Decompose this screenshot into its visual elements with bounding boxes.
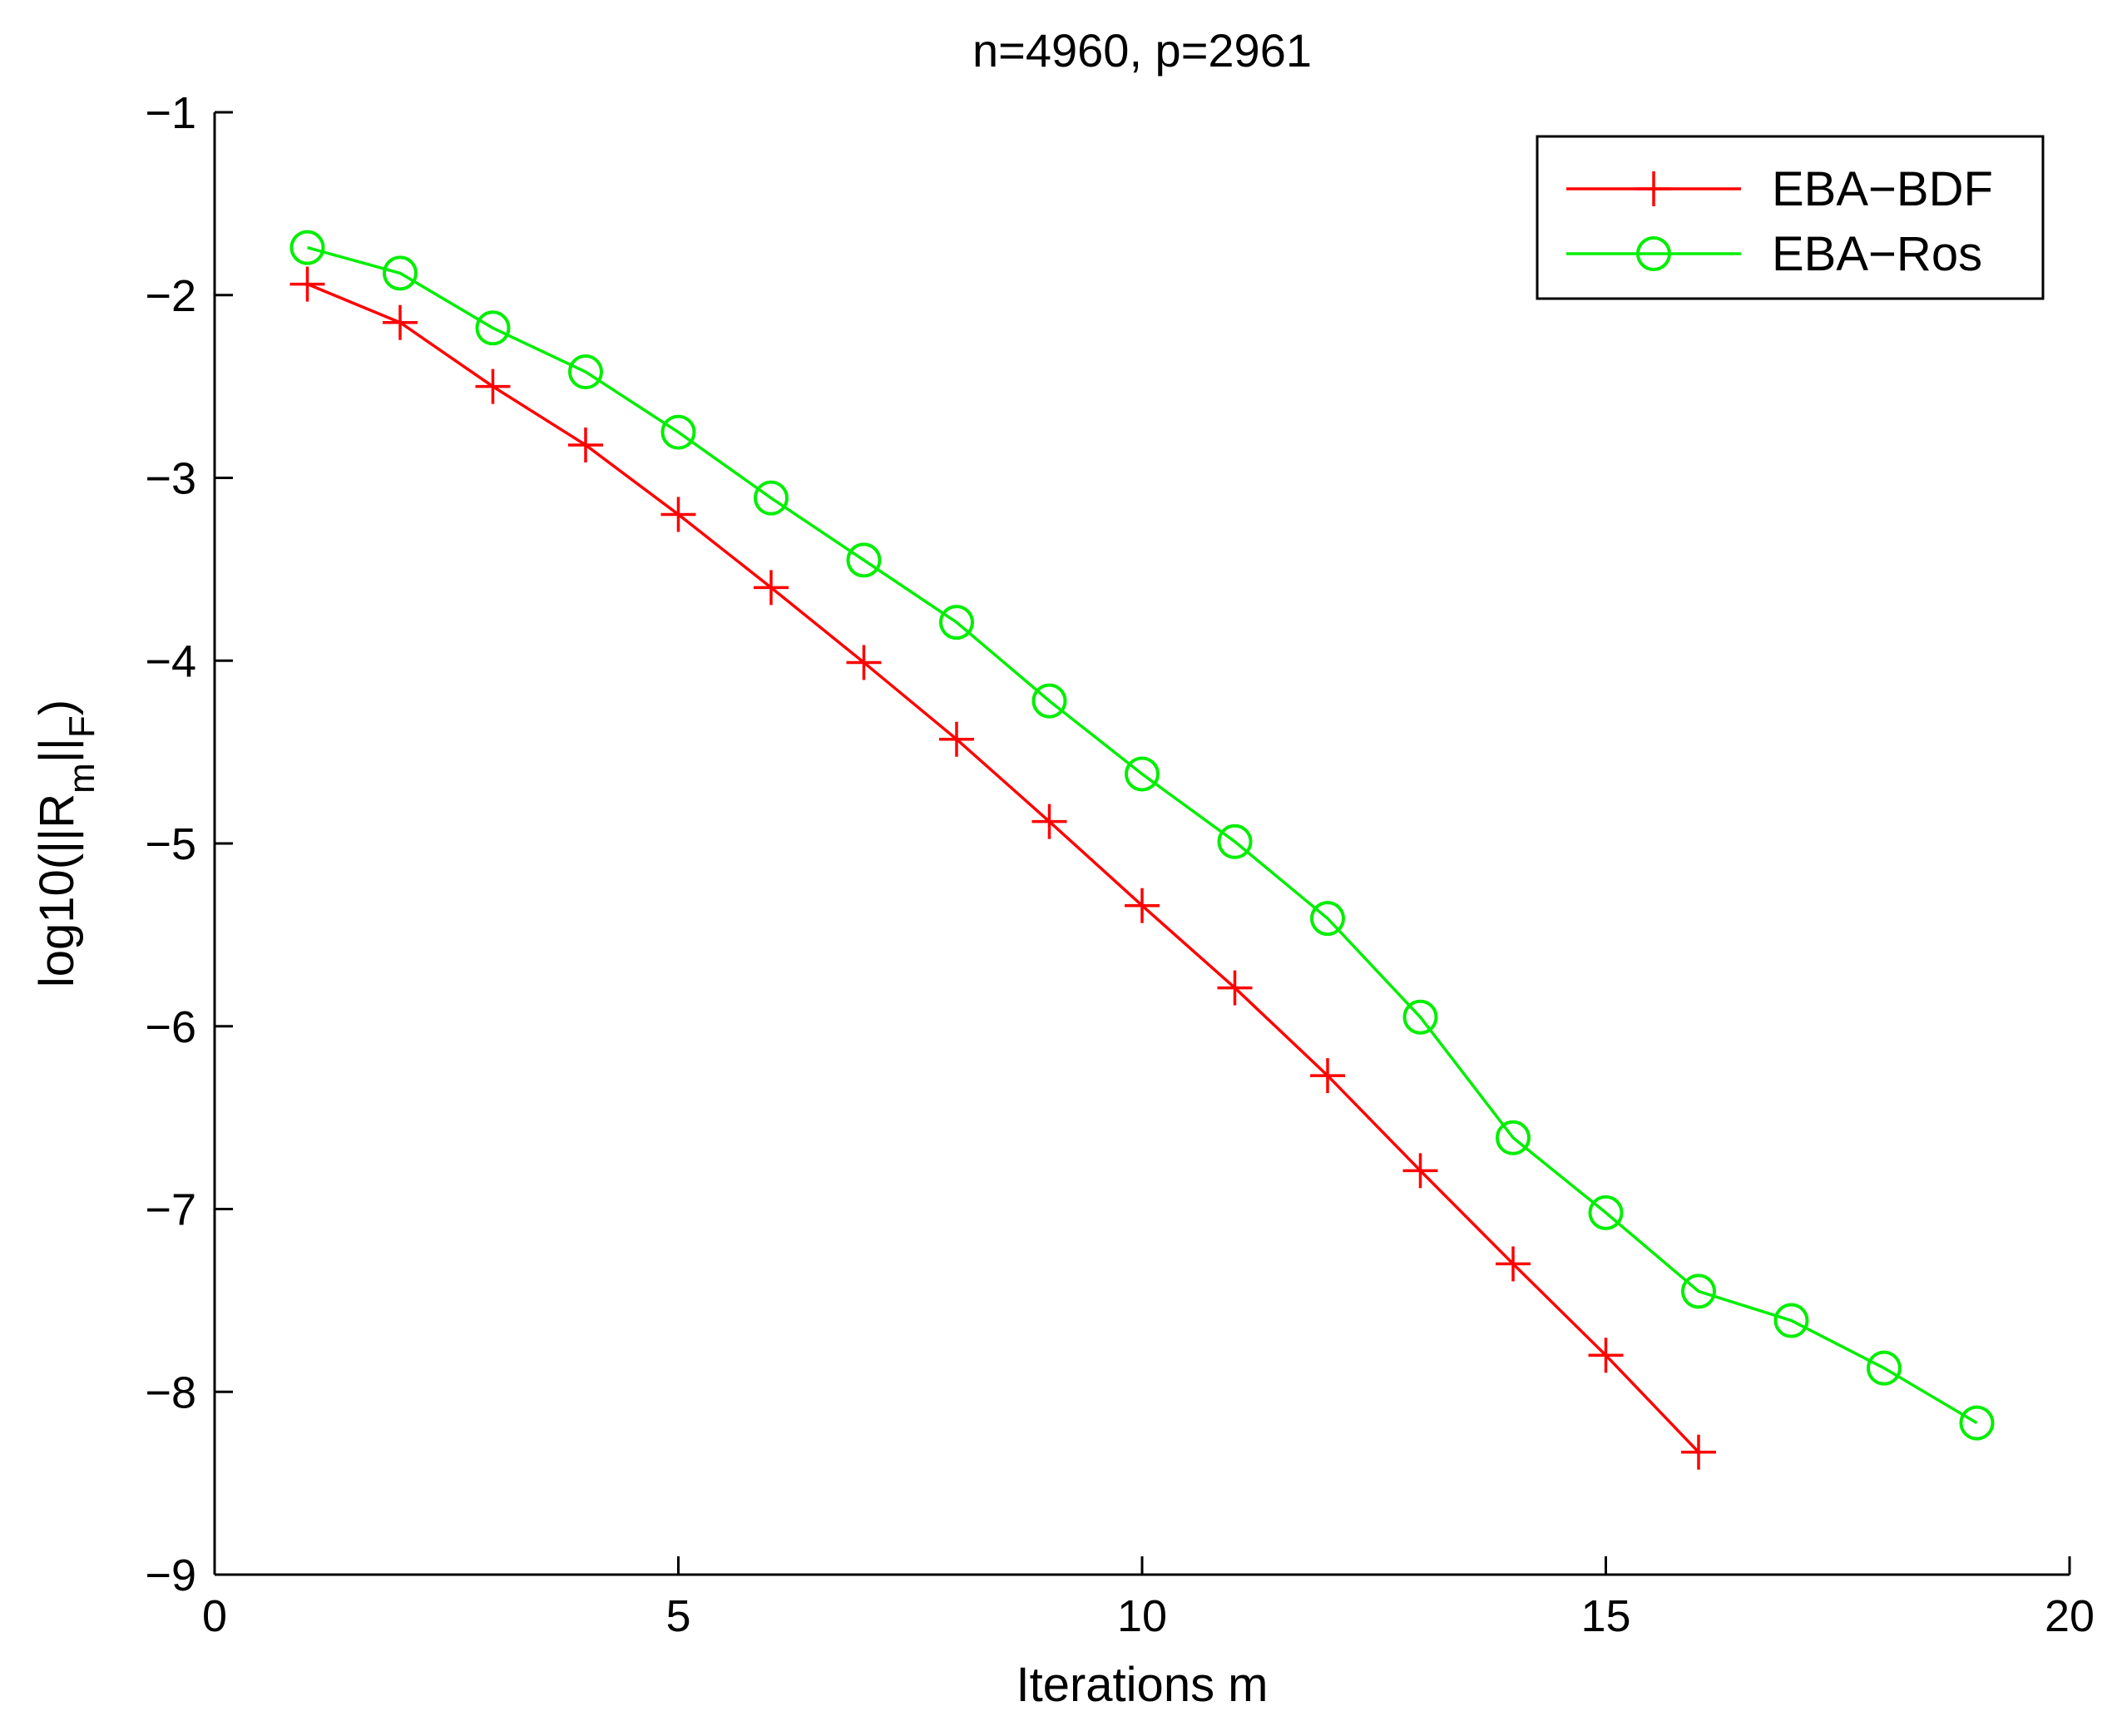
data-point (1496, 1120, 1531, 1155)
data-point (846, 645, 882, 680)
y-axis-label-suffix: ) (30, 700, 84, 715)
data-point (475, 310, 511, 346)
x-tick-label: 15 (1580, 1591, 1630, 1641)
data-point (1588, 1338, 1624, 1373)
y-axis-ticks: −1 −2 −3 −4 −5 −6 −7 −8 −9 (145, 88, 233, 1600)
data-point (754, 570, 789, 606)
data-point (289, 230, 325, 265)
data-point (1496, 1246, 1531, 1282)
legend-marker (1636, 171, 1671, 206)
data-point (1031, 804, 1067, 839)
legend-box (1536, 135, 2045, 300)
data-point (1217, 823, 1253, 859)
y-tick-label: −7 (145, 1185, 196, 1235)
data-point (568, 354, 603, 390)
y-tick-label: −8 (145, 1368, 196, 1417)
data-point (475, 368, 511, 404)
series-group (289, 230, 1995, 1470)
data-point (289, 266, 325, 302)
data-point (568, 427, 603, 462)
legend-marker (1636, 236, 1671, 271)
data-point (846, 542, 882, 578)
legend: EBA−BDF EBA−Ros (1536, 135, 2045, 300)
data-point (1217, 970, 1253, 1006)
y-axis-label-sub-f: F (62, 715, 102, 738)
x-tick-label: 5 (665, 1591, 690, 1641)
y-axis-label-prefix: log10(||R (30, 794, 84, 987)
data-point (1125, 888, 1160, 923)
legend-label: EBA−Ros (1772, 227, 1982, 281)
x-tick-label: 0 (202, 1591, 227, 1641)
y-tick-label: −9 (145, 1551, 196, 1600)
data-point (660, 414, 696, 450)
data-point (1773, 1303, 1809, 1338)
data-point (1681, 1434, 1716, 1470)
series-line (306, 282, 1700, 1453)
data-point (939, 721, 974, 757)
y-axis-label-mid: || (30, 738, 84, 763)
data-point (1867, 1350, 1902, 1386)
data-point (383, 304, 418, 340)
data-point (939, 605, 974, 640)
series-eba-bdf (289, 266, 1716, 1470)
data-point (1402, 999, 1438, 1035)
data-point (1959, 1405, 1995, 1441)
data-point (1681, 1274, 1716, 1309)
data-point (1125, 756, 1160, 792)
data-point (1588, 1194, 1624, 1230)
y-tick-label: −5 (145, 819, 196, 869)
legend-label: EBA−BDF (1772, 162, 1993, 216)
y-tick-label: −6 (145, 1002, 196, 1052)
y-tick-label: −1 (145, 88, 196, 138)
y-axis-label: log10(||Rm||F) (30, 700, 102, 987)
y-tick-label: −3 (145, 454, 196, 504)
data-point (660, 497, 696, 532)
series-eba-ros (289, 230, 1995, 1441)
series-line (307, 245, 1978, 1425)
chart-title: n=4960, p=2961 (972, 24, 1312, 77)
x-axis-ticks: 0 5 10 15 20 (202, 1556, 2095, 1641)
axes (213, 112, 2070, 1576)
y-tick-label: −2 (145, 271, 196, 321)
data-point (383, 255, 418, 291)
x-tick-label: 20 (2045, 1591, 2095, 1641)
x-axis-label: Iterations m (1016, 1658, 1269, 1712)
data-point (1031, 683, 1067, 719)
y-axis-label-sub-m: m (62, 763, 102, 794)
x-tick-label: 10 (1117, 1591, 1167, 1641)
data-point (1310, 901, 1345, 937)
data-point (1402, 1153, 1438, 1189)
data-point (1310, 1058, 1345, 1094)
data-point (754, 480, 789, 516)
y-tick-label: −4 (145, 636, 196, 686)
